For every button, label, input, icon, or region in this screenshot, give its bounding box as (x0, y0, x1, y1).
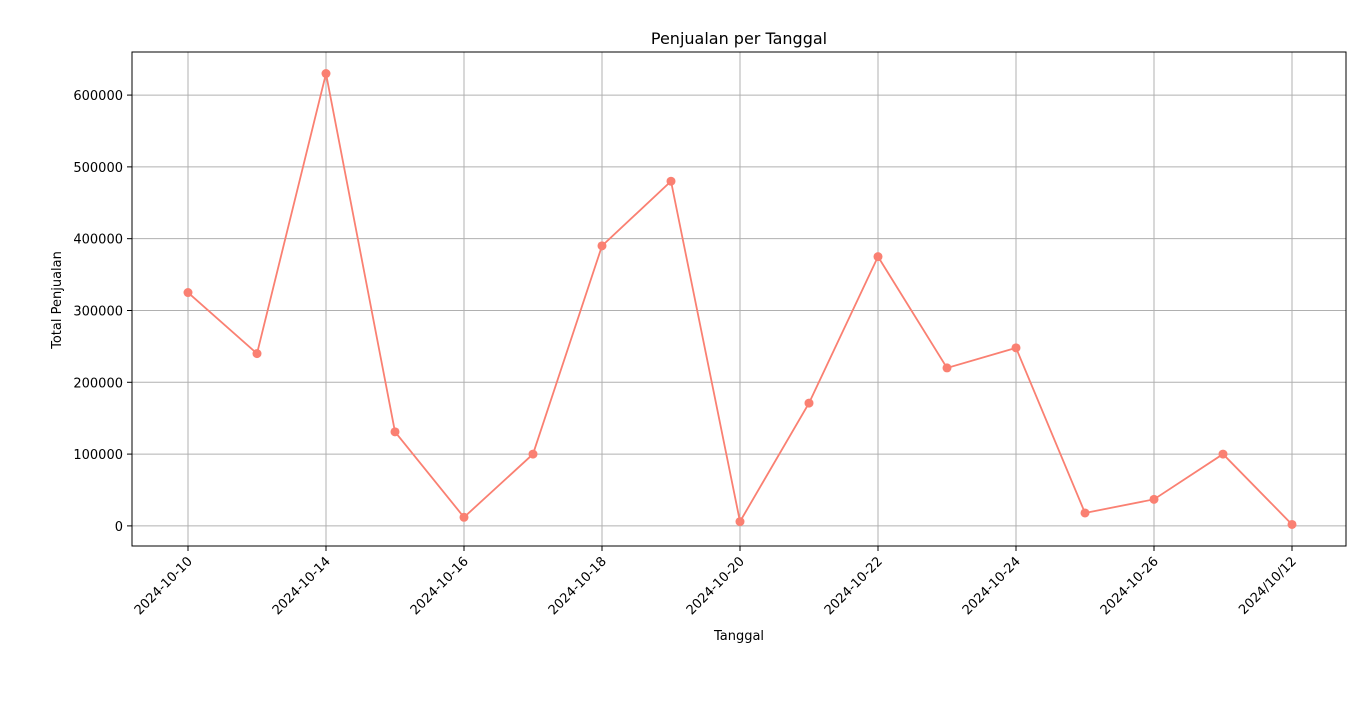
data-point (804, 398, 814, 408)
y-tick-label: 300000 (73, 304, 123, 319)
data-point (873, 252, 883, 262)
x-axis-title: Tanggal (713, 629, 764, 644)
y-tick-label: 500000 (73, 161, 123, 176)
x-tick-label: 2024-10-24 (960, 554, 1024, 618)
data-point (1011, 343, 1021, 353)
data-point (735, 517, 745, 527)
x-tick-label: 2024-10-14 (270, 554, 334, 618)
data-point (459, 512, 469, 522)
x-tick-label: 2024-10-20 (684, 554, 748, 618)
data-point (942, 363, 952, 373)
grid-lines (132, 52, 1346, 546)
x-tick-label: 2024/10/12 (1236, 554, 1300, 618)
y-tick-label: 100000 (73, 448, 123, 463)
x-tick-label: 2024-10-18 (546, 554, 610, 618)
data-point (390, 427, 400, 437)
y-tick-label: 0 (115, 520, 123, 535)
data-point (1287, 519, 1297, 529)
x-tick-label: 2024-10-22 (822, 554, 886, 618)
data-point (597, 241, 607, 251)
data-point (666, 176, 676, 186)
data-point (1149, 494, 1159, 504)
y-tick-label: 600000 (73, 89, 123, 104)
x-tick-label: 2024-10-16 (408, 554, 472, 618)
data-point (321, 69, 331, 79)
y-axis-title: Total Penjualan (50, 251, 65, 350)
data-point (528, 449, 538, 459)
data-point (183, 288, 193, 298)
x-tick-label: 2024-10-26 (1098, 554, 1162, 618)
y-axis: 0 100000 200000 300000 400000 500000 600000 (73, 89, 132, 535)
data-point (1080, 508, 1090, 518)
data-point (252, 349, 262, 359)
x-axis: 2024-10-10 2024-10-14 2024-10-16 2024-10-18… (132, 546, 1300, 618)
series-total-penjualan (183, 69, 1297, 529)
x-tick-label: 2024-10-10 (132, 554, 196, 618)
y-tick-label: 400000 (73, 233, 123, 248)
plot-area (131, 51, 1347, 547)
data-point (1218, 449, 1228, 459)
y-tick-label: 200000 (73, 376, 123, 391)
chart-title: Penjualan per Tanggal (651, 29, 827, 48)
